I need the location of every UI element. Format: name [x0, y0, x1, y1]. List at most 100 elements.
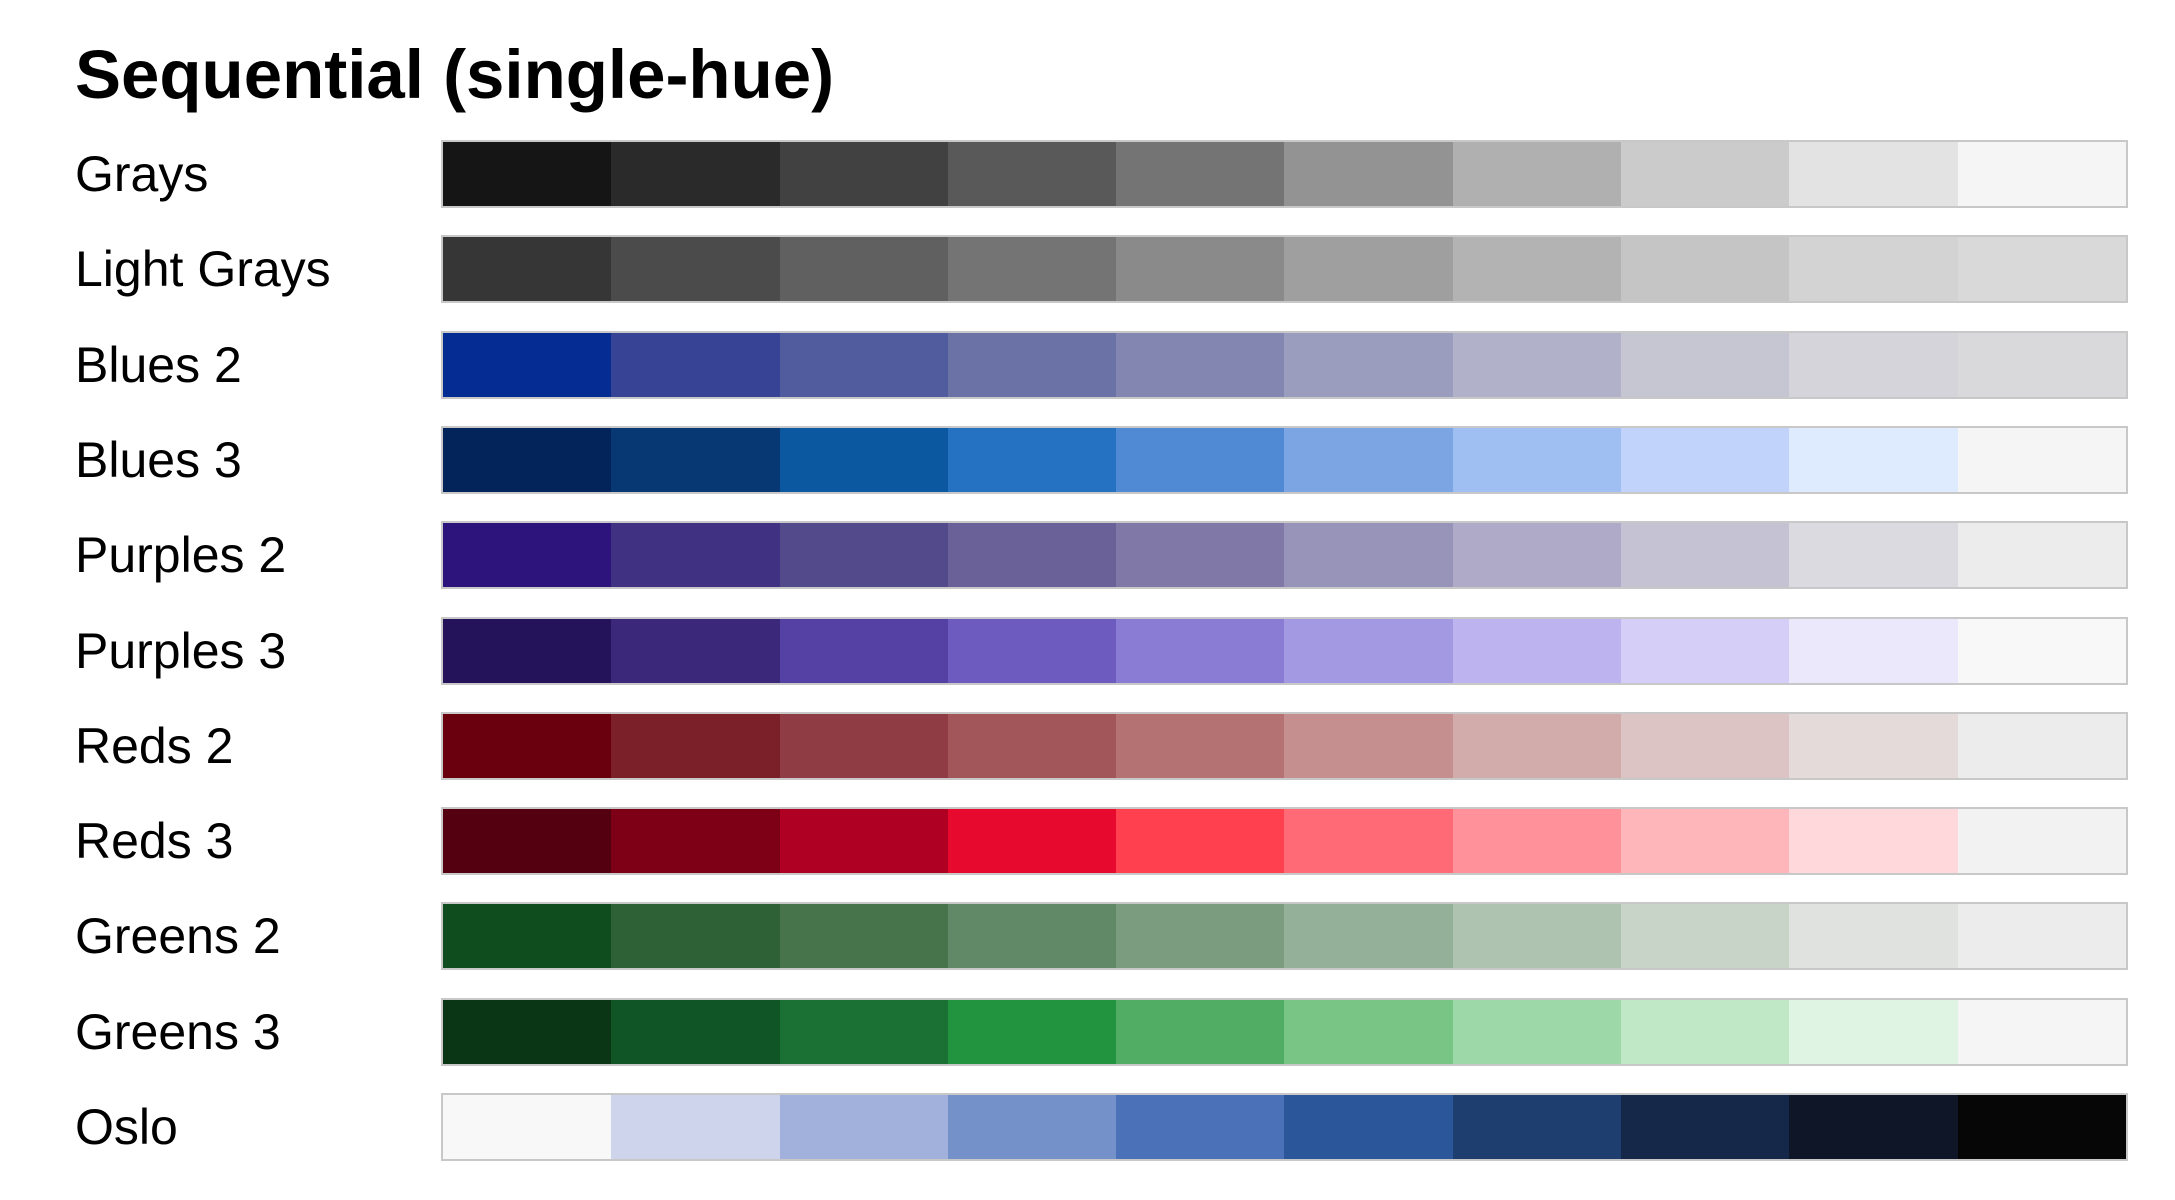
color-swatch [779, 999, 948, 1064]
color-ramp [441, 235, 2128, 304]
color-swatch [947, 523, 1117, 588]
color-swatch [1116, 142, 1285, 206]
chart-title: Sequential (single-hue) [75, 36, 835, 113]
color-swatch [1957, 618, 2126, 683]
color-swatch [779, 713, 948, 778]
color-swatch [1957, 142, 2126, 206]
color-swatch [443, 523, 612, 588]
color-swatch [1789, 809, 1958, 874]
color-swatch [1957, 809, 2126, 874]
color-swatch [1116, 999, 1285, 1064]
color-swatch [1957, 1095, 2126, 1159]
color-swatch [1621, 904, 1790, 969]
color-swatch [611, 618, 780, 683]
palette-label: Blues 2 [75, 336, 242, 393]
palette-label: Greens 3 [75, 1003, 281, 1060]
color-swatch [947, 904, 1117, 969]
color-swatch [1621, 618, 1790, 683]
color-swatch [1621, 332, 1790, 397]
color-swatch [1116, 809, 1285, 874]
color-swatch [1452, 332, 1622, 397]
color-swatch [779, 809, 948, 874]
color-swatch [1116, 332, 1285, 397]
palette-row: Reds 3 [0, 807, 2175, 876]
color-swatch [611, 713, 780, 778]
color-swatch [947, 332, 1117, 397]
color-swatch [1957, 237, 2126, 302]
color-swatch [443, 999, 612, 1064]
color-swatch [1621, 427, 1790, 492]
color-ramp [441, 330, 2128, 399]
color-swatch [1116, 618, 1285, 683]
color-swatch [611, 332, 780, 397]
color-swatch [1621, 809, 1790, 874]
color-swatch [1284, 427, 1453, 492]
palette-label: Grays [75, 146, 209, 202]
color-swatch [779, 142, 948, 206]
palette-row: Blues 3 [0, 425, 2175, 494]
color-swatch [1789, 142, 1958, 206]
color-swatch [779, 237, 948, 302]
color-ramp [441, 807, 2128, 876]
palette-label: Light Grays [75, 241, 331, 298]
color-swatch [1116, 904, 1285, 969]
palette-row: Grays [0, 140, 2175, 208]
color-swatch [1957, 523, 2126, 588]
color-ramp [441, 711, 2128, 780]
color-swatch [1284, 237, 1453, 302]
color-swatch [779, 1095, 948, 1159]
color-swatch [443, 809, 612, 874]
palette-label: Greens 2 [75, 908, 281, 965]
color-swatch [1284, 904, 1453, 969]
color-swatch [1621, 999, 1790, 1064]
color-swatch [1621, 713, 1790, 778]
color-swatch [443, 142, 612, 206]
color-swatch [1621, 523, 1790, 588]
color-swatch [1284, 142, 1453, 206]
color-swatch [611, 427, 780, 492]
color-swatch [611, 904, 780, 969]
color-swatch [779, 427, 948, 492]
color-swatch [1116, 1095, 1285, 1159]
palette-row: Light Grays [0, 235, 2175, 304]
color-swatch [1789, 904, 1958, 969]
palette-row: Greens 2 [0, 902, 2175, 971]
color-swatch [1452, 1095, 1622, 1159]
palette-row: Reds 2 [0, 711, 2175, 780]
color-ramp [441, 521, 2128, 590]
color-swatch [1789, 999, 1958, 1064]
color-swatch [1284, 999, 1453, 1064]
palette-label: Reds 3 [75, 813, 234, 870]
color-swatch [1284, 618, 1453, 683]
color-swatch [947, 618, 1117, 683]
color-swatch [443, 427, 612, 492]
color-ramp [441, 902, 2128, 971]
color-swatch [947, 999, 1117, 1064]
color-swatch [1621, 237, 1790, 302]
color-swatch [1116, 427, 1285, 492]
color-swatch [779, 904, 948, 969]
color-swatch [1789, 1095, 1958, 1159]
color-swatch [779, 523, 948, 588]
color-swatch [1452, 523, 1622, 588]
color-swatch [443, 332, 612, 397]
color-swatch [947, 142, 1117, 206]
color-swatch [1621, 142, 1790, 206]
color-swatch [1452, 904, 1622, 969]
color-swatch [947, 427, 1117, 492]
palette-row: Purples 2 [0, 521, 2175, 590]
color-swatch [1621, 1095, 1790, 1159]
color-swatch [1116, 237, 1285, 302]
color-swatch [1452, 142, 1622, 206]
color-swatch [1957, 999, 2126, 1064]
color-swatch [1789, 427, 1958, 492]
palette-label: Blues 3 [75, 431, 242, 488]
color-swatch [779, 618, 948, 683]
color-swatch [947, 1095, 1117, 1159]
color-swatch [443, 1095, 612, 1159]
color-swatch [1284, 523, 1453, 588]
color-swatch [1116, 523, 1285, 588]
color-swatch [1957, 904, 2126, 969]
palette-label: Purples 2 [75, 527, 287, 584]
color-swatch [1789, 332, 1958, 397]
